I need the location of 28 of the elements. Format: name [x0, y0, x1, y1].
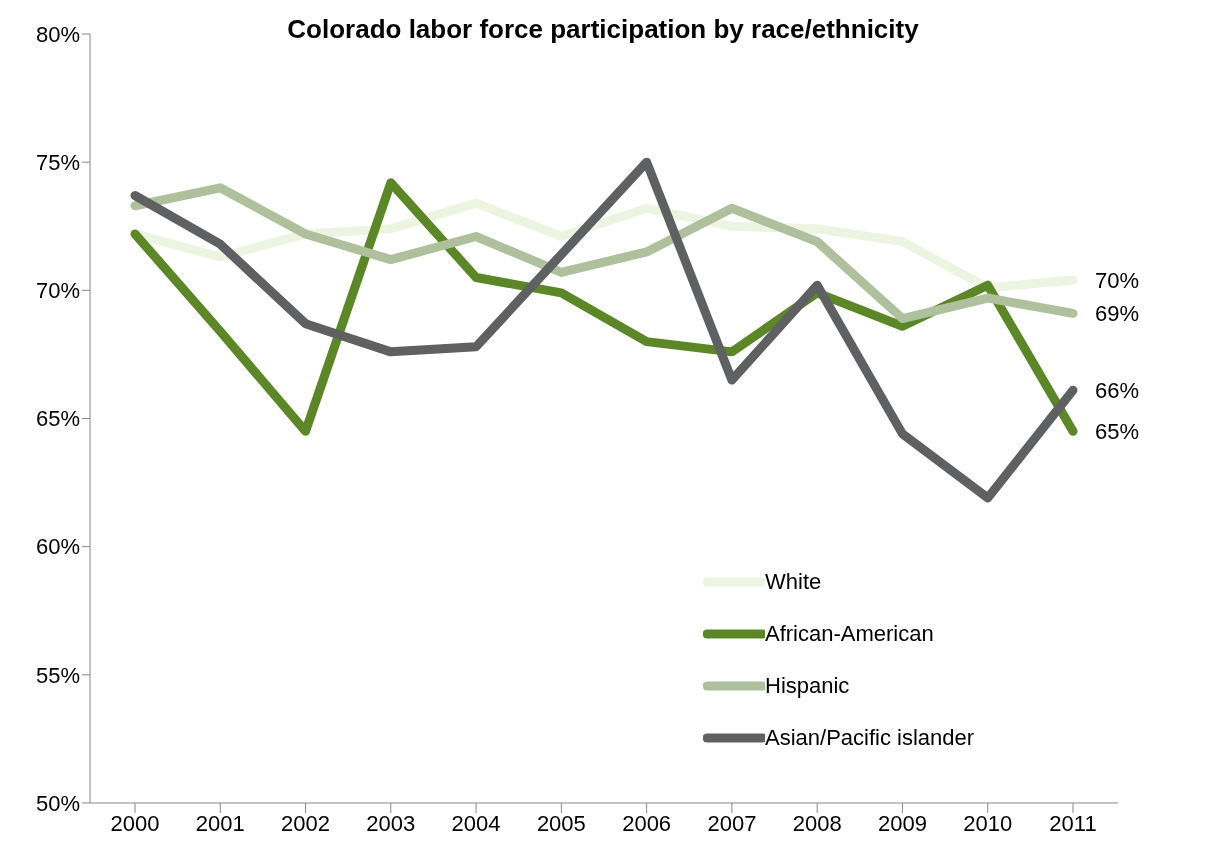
x-tick-label: 2010: [963, 810, 1013, 836]
legend-label: Hispanic: [765, 673, 850, 699]
data-label: 70%: [1095, 268, 1140, 294]
y-tick-label: 70%: [35, 278, 80, 304]
x-tick-label: 2009: [877, 810, 927, 836]
x-tick-label: 2011: [1049, 810, 1097, 836]
x-tick-label: 2002: [281, 810, 331, 836]
data-label: 69%: [1095, 301, 1140, 327]
x-tick-label: 2004: [451, 810, 501, 836]
y-tick-label: 50%: [35, 790, 80, 816]
x-tick-label: 2007: [707, 810, 757, 836]
x-tick-label: 2001: [195, 810, 245, 836]
x-tick-label: 2008: [792, 810, 842, 836]
legend-label: Asian/Pacific islander: [765, 725, 975, 751]
y-tick-label: 60%: [35, 534, 80, 560]
x-tick-label: 2003: [366, 810, 416, 836]
data-label: 66%: [1095, 378, 1140, 404]
legend-label: African-American: [765, 621, 934, 647]
y-tick-label: 65%: [35, 406, 80, 432]
y-tick-label: 80%: [35, 21, 80, 47]
x-tick-label: 2000: [110, 810, 160, 836]
x-tick-label: 2006: [622, 810, 672, 836]
chart-title: Colorado labor force participation by race/ethnicity: [286, 14, 920, 45]
legend-label: White: [765, 569, 822, 595]
x-tick-label: 2005: [536, 810, 586, 836]
y-tick-label: 75%: [35, 149, 80, 175]
data-label: 65%: [1095, 419, 1140, 445]
y-tick-label: 55%: [35, 662, 80, 688]
